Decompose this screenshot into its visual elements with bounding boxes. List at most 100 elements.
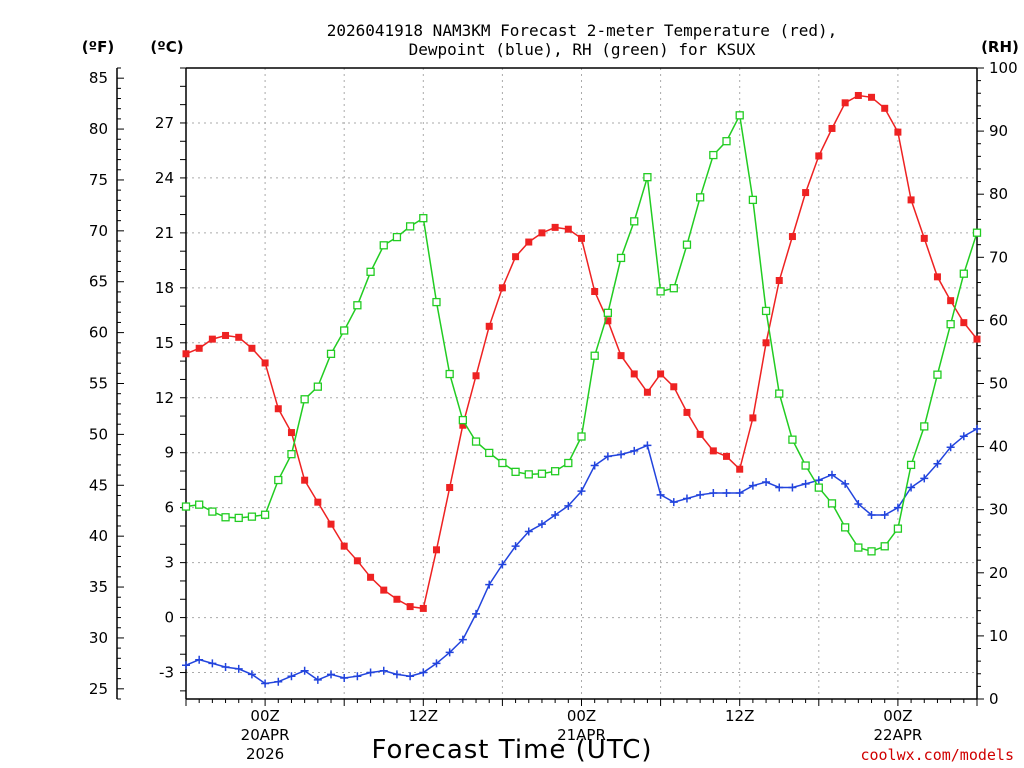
rh-point <box>379 241 388 250</box>
2-meter-temperature-point <box>261 359 269 367</box>
fahrenheit-tick-label: 35 <box>89 578 108 596</box>
dewpoint-point <box>458 635 467 644</box>
dewpoint-point <box>814 476 823 485</box>
rh-point <box>287 450 296 459</box>
rh-point <box>696 193 705 202</box>
rh-point <box>682 240 692 249</box>
2-meter-temperature-point <box>868 93 876 101</box>
dewpoint-point <box>340 674 349 683</box>
rh-point <box>221 513 230 522</box>
dewpoint-point <box>682 494 691 503</box>
dewpoint-point <box>973 424 981 433</box>
dewpoint-point <box>274 677 283 686</box>
rh-tick-label: 30 <box>989 501 1008 519</box>
dewpoint-point <box>748 481 757 490</box>
2-meter-temperature-point <box>393 595 401 603</box>
dewpoint-point <box>841 479 850 488</box>
rh-point <box>761 306 771 316</box>
rh-point <box>972 228 982 237</box>
x-tick-label: 00Z <box>883 707 912 725</box>
rh-point <box>234 513 243 523</box>
rh-point <box>656 287 665 296</box>
dewpoint-point <box>669 498 678 507</box>
dewpoint-point <box>907 483 916 492</box>
2-meter-temperature-point <box>248 344 256 352</box>
dewpoint-point <box>656 490 665 499</box>
rh-tick-label: 10 <box>989 627 1008 645</box>
2-meter-temperature-point <box>525 238 533 246</box>
dewpoint-point <box>261 679 270 688</box>
x-tick-label: 00Z <box>567 707 596 725</box>
dewpoint-point <box>327 670 336 679</box>
dewpoint-point <box>208 659 217 668</box>
celsius-tick-label: 21 <box>155 224 174 242</box>
x-axis-label: Forecast Time (UTC) <box>371 735 652 765</box>
fahrenheit-tick-label: 65 <box>89 273 108 291</box>
dewpoint-point <box>485 580 494 589</box>
dewpoint-point <box>247 670 256 679</box>
2-meter-temperature-point <box>222 331 230 339</box>
axes: 25 30 35 40 45 50 55 60 65 70 75 80 85 -3 0 3 6 9 12 15 18 21… <box>89 59 1018 763</box>
rh-point <box>603 308 613 317</box>
rh-point <box>920 422 929 431</box>
dewpoint-point <box>577 487 586 496</box>
dewpoint-point <box>419 668 428 677</box>
rh-point <box>405 222 415 231</box>
fahrenheit-tick-label: 70 <box>89 222 108 240</box>
celsius-tick-label: -3 <box>159 664 174 682</box>
rh-point <box>458 415 468 425</box>
2-meter-temperature-point <box>419 604 427 612</box>
celsius-tick-label: 24 <box>155 169 174 187</box>
2-meter-temperature-point <box>802 189 810 197</box>
dewpoint-point <box>551 510 560 519</box>
2-meter-temperature-point <box>301 476 309 484</box>
dewpoint-point <box>195 655 204 664</box>
rh-tick-label: 90 <box>989 122 1008 140</box>
dewpoint-point <box>775 483 784 492</box>
rh-point <box>366 267 375 276</box>
rh-point <box>485 448 494 458</box>
dewpoint-point <box>946 443 955 452</box>
2-meter-temperature-point <box>353 557 361 565</box>
dewpoint-point <box>643 441 652 450</box>
rh-point <box>195 500 204 509</box>
celsius-tick-label: 18 <box>155 279 174 297</box>
dewpoint-point <box>854 500 863 509</box>
dewpoint-point <box>959 432 968 441</box>
2-meter-temperature-point <box>920 234 928 242</box>
rh-point <box>959 269 968 278</box>
2-meter-temperature-point <box>630 370 638 378</box>
2-meter-temperature-point <box>498 284 506 292</box>
dewpoint-point <box>537 520 546 529</box>
rh-point <box>353 301 362 310</box>
2-meter-temperature-point <box>854 91 862 99</box>
fahrenheit-tick-label: 55 <box>89 375 108 393</box>
rh-tick-label: 0 <box>989 690 999 708</box>
rh-point <box>630 217 639 226</box>
rh-point <box>841 523 850 532</box>
dewpoint-point <box>366 668 375 677</box>
rh-point <box>419 214 428 223</box>
celsius-tick-label: 15 <box>155 334 174 352</box>
fahrenheit-tick-label: 25 <box>89 680 108 698</box>
2-meter-temperature-point <box>485 322 493 330</box>
dewpoint-point <box>182 661 190 670</box>
rh-tick-label: 50 <box>989 375 1008 393</box>
2-meter-temperature-point <box>274 405 282 413</box>
rh-tick-label: 80 <box>989 185 1008 203</box>
2-meter-temperature-point <box>235 333 243 341</box>
fahrenheit-tick-label: 75 <box>89 171 108 189</box>
x-date-label: 21APR <box>557 726 606 744</box>
dewpoint-point <box>313 675 322 684</box>
x-date-label: 20APR <box>241 726 290 744</box>
rh-point <box>616 253 626 263</box>
dewpoint-point <box>933 459 942 468</box>
celsius-tick-label: 12 <box>155 389 174 407</box>
2-meter-temperature-point <box>617 352 625 360</box>
dewpoint-point <box>630 446 639 455</box>
rh-point <box>564 458 573 468</box>
rh-point <box>775 389 784 398</box>
rh-point <box>537 469 547 478</box>
